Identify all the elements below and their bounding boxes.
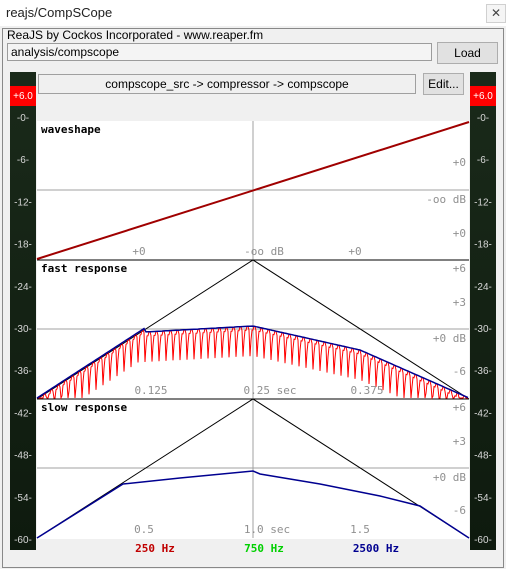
left-meter-tick-label: -24- <box>14 282 32 293</box>
load-button[interactable]: Load <box>437 42 498 64</box>
right-meter-tick-label: -0- <box>477 113 489 124</box>
slow-right-label-plus6: +6 <box>453 401 466 414</box>
left-meter-tick-label: -54- <box>14 493 32 504</box>
right-meter-tick-label: -42- <box>474 408 492 419</box>
slow-right-label-0db: +0 dB <box>433 471 466 484</box>
fast-response-250hz-curve <box>36 325 468 400</box>
right-meter-tick-label: -30- <box>474 324 492 335</box>
signal-chain-label: compscope_src -> compressor -> compscope <box>38 74 416 94</box>
right-meter-tick-label: -36- <box>474 366 492 377</box>
right-meter-tick-label: -18- <box>474 240 492 251</box>
left-meter-tick-label: -12- <box>14 197 32 208</box>
waveshape-curve <box>36 121 470 260</box>
waveshape-right-label-mid: -oo dB <box>426 193 466 206</box>
effect-path-input[interactable]: analysis/compscope <box>7 43 432 61</box>
fast-time-label-2: 0.25 sec <box>244 384 297 397</box>
left-meter-peak-label: +6.0 <box>13 91 33 102</box>
left-meter <box>10 72 36 550</box>
left-meter-peak <box>10 86 36 106</box>
slow-time-label-2: 1.0 sec <box>244 523 290 536</box>
right-meter-tick-label: -6- <box>477 155 489 166</box>
slow-response-2500hz-curve <box>36 470 470 539</box>
right-meter-tick-label: -24- <box>474 282 492 293</box>
waveshape-title: waveshape <box>41 123 101 136</box>
waveshape-right-label-top: +0 <box>453 156 466 169</box>
right-meter-tick-label: -12- <box>474 197 492 208</box>
right-meter-tick-label: -54- <box>474 493 492 504</box>
fast-right-label-minus6: -6 <box>453 365 466 378</box>
fast-time-label-3: 0.375 <box>350 384 383 397</box>
left-meter-tick-label: -6- <box>17 155 29 166</box>
left-meter-tick-label: -18- <box>14 240 32 251</box>
plugin-frame <box>2 28 504 568</box>
left-meter-tick-label: -60- <box>14 535 32 546</box>
plugin-info: ReaJS by Cockos Incorporated - www.reape… <box>7 28 264 42</box>
fast-response-title: fast response <box>41 262 127 275</box>
left-meter-tick-label: -42- <box>14 408 32 419</box>
waveshape-bottom-label-left: +0 <box>132 245 145 258</box>
left-meter-tick-label: -30- <box>14 324 32 335</box>
fast-right-label-plus6: +6 <box>453 262 466 275</box>
fast-envelope <box>36 259 470 400</box>
left-meter-tick-label: -36- <box>14 366 32 377</box>
edit-button[interactable]: Edit... <box>423 73 464 95</box>
fast-response-2500hz-curve <box>36 325 469 399</box>
fast-right-label-plus3: +3 <box>453 296 466 309</box>
fast-right-label-0db: +0 dB <box>433 332 466 345</box>
right-meter-tick-label: -48- <box>474 451 492 462</box>
legend-250hz: 250 Hz <box>135 542 175 555</box>
title-bar: reajs/CompSCope ✕ <box>0 0 506 26</box>
fast-time-label-1: 0.125 <box>134 384 167 397</box>
slow-envelope <box>36 398 470 539</box>
right-meter-peak <box>470 86 496 106</box>
slow-response-title: slow response <box>41 401 127 414</box>
waveshape-bottom-label-center: -oo dB <box>244 245 284 258</box>
slow-right-label-plus3: +3 <box>453 435 466 448</box>
left-meter-tick-label: -0- <box>17 113 29 124</box>
waveshape-bottom-label-right: +0 <box>348 245 361 258</box>
legend-2500hz: 2500 Hz <box>353 542 399 555</box>
slow-time-label-3: 1.5 <box>350 523 370 536</box>
slow-time-label-1: 0.5 <box>134 523 154 536</box>
window-title: reajs/CompSCope <box>6 5 113 20</box>
left-meter-tick-label: -48- <box>14 451 32 462</box>
right-meter-tick-label: -60- <box>474 535 492 546</box>
waveshape-right-label-bottom: +0 <box>453 227 466 240</box>
right-meter-peak-label: +6.0 <box>473 91 493 102</box>
slow-right-label-minus6: -6 <box>453 504 466 517</box>
right-meter <box>470 72 496 550</box>
legend-750hz: 750 Hz <box>244 542 284 555</box>
